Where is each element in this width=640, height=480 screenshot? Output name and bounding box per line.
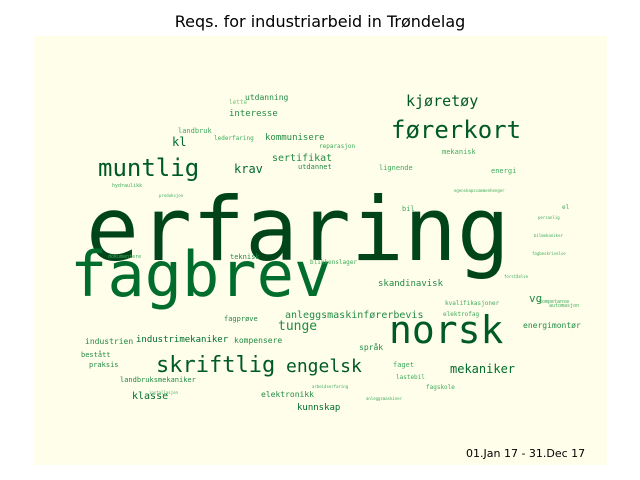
cloud-word: personlig: [538, 215, 560, 220]
cloud-word: fagbeskrivelse: [532, 251, 566, 256]
cloud-word: landbruksmekaniker: [120, 376, 196, 384]
cloud-word: utdannet: [298, 163, 332, 171]
cloud-word: bestått: [81, 351, 111, 359]
cloud-word: muntlig: [98, 154, 200, 182]
word-cloud: erfaring fagbrev norsk førerkort muntlig skri…: [34, 36, 607, 465]
cloud-word: mekanisk: [442, 148, 476, 156]
cloud-word: lastebil: [396, 374, 425, 381]
cloud-word: bil: [402, 205, 415, 213]
cloud-word: fagskole: [426, 384, 455, 391]
cloud-word: krav: [234, 162, 263, 176]
cloud-word: interesse: [229, 109, 278, 119]
cloud-word: egenskapssammenhenger: [454, 188, 505, 193]
cloud-word: landbruk: [178, 127, 212, 135]
cloud-word: sertifikat: [272, 153, 333, 164]
cloud-word: lette: [229, 99, 248, 106]
cloud-word: arbeidserfaring: [312, 384, 349, 389]
cloud-word: industrimekaniker: [136, 335, 229, 345]
cloud-word: elektrofag: [443, 311, 480, 318]
cloud-word: mekaniker: [450, 362, 516, 376]
cloud-word: elektronikk: [261, 390, 314, 399]
cloud-word: faget: [393, 361, 415, 369]
cloud-word: norsk: [389, 308, 504, 352]
chart-title: Reqs. for industriarbeid in Trøndelag: [174, 12, 466, 31]
cloud-word: hydraulikk: [112, 183, 143, 189]
cloud-word: kl: [172, 135, 187, 149]
cloud-word: automasjon: [549, 303, 580, 309]
cloud-word: el: [562, 204, 570, 211]
cloud-word: teknisk: [230, 253, 260, 261]
cloud-word: bilmekaniker: [534, 233, 563, 238]
cloud-word: tunge: [278, 319, 318, 334]
cloud-word: lederfaring: [214, 135, 254, 142]
cloud-word: dokumentere: [108, 254, 142, 260]
cloud-word: kompensere: [234, 336, 283, 345]
cloud-word: kommunisere: [265, 133, 325, 143]
cloud-word: fagprøve: [224, 315, 258, 323]
cloud-word: blikkenslager: [310, 259, 357, 266]
cloud-word: kjøretøy: [406, 92, 479, 110]
cloud-word: kunnskap: [297, 403, 341, 413]
cloud-word: praksis: [89, 361, 119, 369]
cloud-word: reparasjon: [319, 143, 356, 150]
date-range-label: 01.Jan 17 - 31.Dec 17: [466, 447, 586, 460]
cloud-word: anleggsmaskiner: [366, 396, 403, 401]
cloud-word: lignende: [379, 164, 413, 172]
cloud-word: fagbrev: [70, 238, 332, 311]
cloud-word: språk: [359, 343, 384, 352]
cloud-word: skandinavisk: [378, 279, 444, 289]
cloud-word: produksjon: [159, 193, 184, 198]
cloud-word: erfaring: [86, 178, 510, 281]
cloud-word: installasjon: [149, 390, 178, 395]
cloud-word: energi: [491, 167, 517, 175]
cloud-word: industrien: [85, 337, 134, 346]
cloud-word: førerkort: [391, 116, 522, 144]
cloud-word: utdanning: [245, 93, 289, 102]
cloud-word: anleggsmaskinførerbevis: [285, 310, 424, 321]
cloud-word: kvalifikasjoner: [445, 300, 500, 307]
cloud-word: skriftlig: [156, 353, 276, 378]
cloud-word: energimontør: [523, 321, 581, 330]
cloud-word: klasse: [132, 391, 169, 402]
cloud-word: forståelse: [504, 274, 529, 279]
cloud-word: kompetanse: [539, 299, 570, 305]
cloud-word: vg: [529, 292, 543, 305]
cloud-word: engelsk: [286, 356, 362, 377]
